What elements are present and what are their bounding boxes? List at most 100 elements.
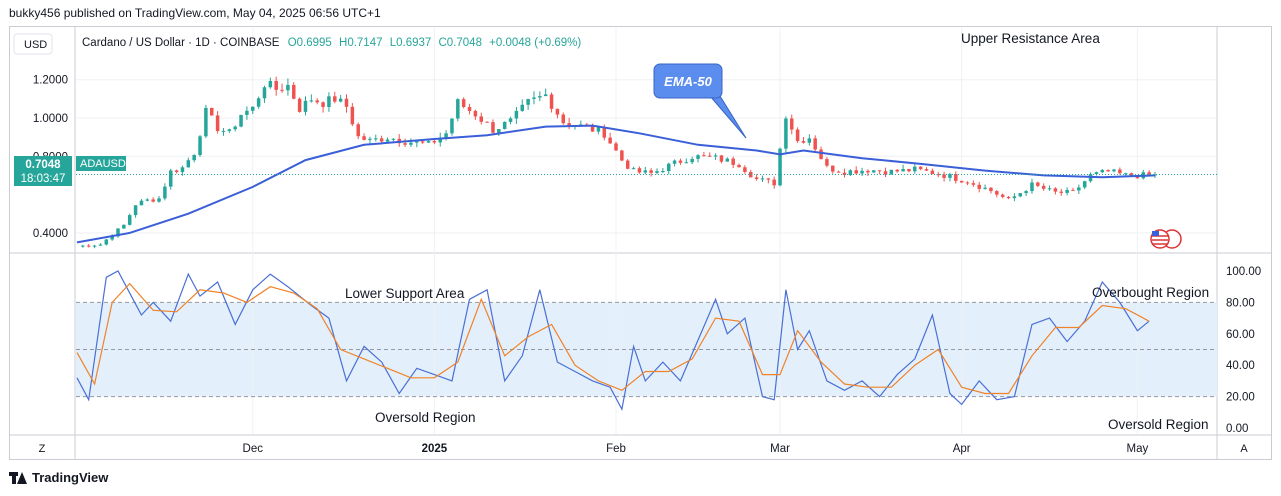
candle-body	[707, 155, 712, 157]
candle-body	[672, 160, 677, 164]
log-scale-toggle[interactable]: Z	[39, 443, 46, 455]
candle-body	[286, 84, 290, 91]
candle-body	[1100, 170, 1105, 173]
candle-body	[620, 150, 624, 161]
candle-body	[186, 160, 191, 168]
lower-support-label: Lower Support Area	[345, 286, 465, 301]
candle-body	[860, 170, 864, 174]
oscillator-levels	[76, 301, 1217, 398]
candle-body	[333, 96, 337, 102]
candle-body	[1153, 174, 1157, 176]
footer-brand-label: TradingView	[32, 470, 109, 485]
candle-body	[274, 80, 278, 90]
candle-body	[157, 198, 161, 202]
candle-body	[1082, 181, 1087, 188]
footer-brand: TradingView	[9, 470, 108, 485]
candle-body	[356, 124, 360, 137]
candle-body	[948, 174, 952, 178]
candle-body	[918, 166, 923, 170]
ema-50-line	[76, 124, 1156, 244]
candle-body	[1147, 172, 1151, 175]
symbol-name: Cardano / US Dollar · 1D · COINBASE	[82, 37, 280, 49]
candle-body	[965, 182, 970, 184]
currency-label: USD	[24, 39, 47, 51]
osc-tick-label: 40.00	[1226, 360, 1255, 372]
candle-body	[596, 127, 601, 132]
candle-body	[696, 155, 700, 159]
candle-body	[1047, 188, 1052, 190]
candle-body	[555, 108, 560, 115]
us-flag-icon	[1150, 229, 1182, 249]
oversold-right-label: Oversold Region	[1108, 417, 1209, 432]
ema-callout-label: EMA-50	[664, 74, 712, 89]
candle-body	[842, 172, 847, 176]
auto-scale-toggle[interactable]: A	[1240, 443, 1248, 455]
candle-body	[292, 84, 296, 99]
candle-body	[684, 162, 689, 164]
candle-body	[614, 143, 618, 151]
candle-body	[497, 129, 501, 133]
price-badge-value: 0.7048	[25, 159, 61, 171]
candle-body	[889, 169, 894, 175]
candle-body	[391, 138, 396, 140]
candle-body	[315, 100, 319, 103]
candle-body	[110, 236, 114, 240]
candle-body	[479, 116, 483, 122]
currency-button[interactable]	[13, 33, 53, 55]
candle-body	[262, 87, 267, 99]
candle-body	[819, 149, 823, 160]
candle-body	[954, 174, 958, 181]
candle-body	[1094, 172, 1099, 175]
candle-body	[168, 170, 173, 187]
candle-body	[924, 169, 929, 171]
ohlc-open: O0.6995	[288, 37, 332, 49]
ema-callout-pointer	[708, 95, 747, 139]
candle-body	[625, 160, 630, 169]
candle-body	[942, 174, 946, 178]
candle-body	[362, 136, 366, 140]
candle-body	[1112, 169, 1116, 172]
candle-body	[151, 199, 155, 202]
candle-body	[127, 215, 132, 225]
candle-body	[549, 94, 554, 109]
candle-body	[602, 127, 607, 138]
candle-body	[233, 126, 237, 130]
candle-body	[848, 170, 853, 176]
candle-body	[1036, 182, 1040, 186]
candle-body	[1012, 196, 1017, 199]
candle-body	[731, 158, 735, 165]
candle-body	[567, 123, 571, 126]
candle-body	[784, 118, 788, 149]
candle-body	[467, 106, 472, 111]
candle-body	[204, 107, 208, 137]
candle-body	[1065, 189, 1069, 193]
candle-body	[502, 121, 507, 130]
candle-body	[514, 110, 519, 119]
ticker-badge-label: ADAUSD	[80, 158, 126, 170]
candle-body	[901, 168, 905, 172]
candle-body	[379, 138, 384, 142]
candle-body	[754, 177, 759, 180]
candle-body	[1024, 191, 1028, 194]
symbol-title: Cardano / US Dollar · 1D · COINBASE O0.6…	[82, 37, 581, 49]
candle-body	[989, 187, 993, 192]
candle-body	[590, 125, 595, 132]
candle-body	[92, 245, 97, 247]
osc-tick-label: 60.00	[1226, 329, 1255, 341]
candle-body	[831, 165, 835, 172]
stoch-d-line	[76, 282, 1150, 395]
candle-body	[1106, 170, 1110, 172]
candle-body	[409, 142, 413, 145]
candle-body	[895, 169, 899, 172]
candle-body	[1077, 187, 1081, 191]
price-tick-label: 0.4000	[33, 228, 68, 240]
candle-body	[743, 167, 747, 172]
candle-body	[104, 239, 109, 245]
overbought-label: Overbought Region	[1092, 285, 1209, 300]
candle-body	[98, 244, 103, 246]
candle-body	[210, 107, 214, 116]
oversold-left-label: Oversold Region	[375, 410, 476, 425]
time-tick-label: Dec	[243, 443, 264, 455]
candle-body	[1135, 175, 1140, 179]
